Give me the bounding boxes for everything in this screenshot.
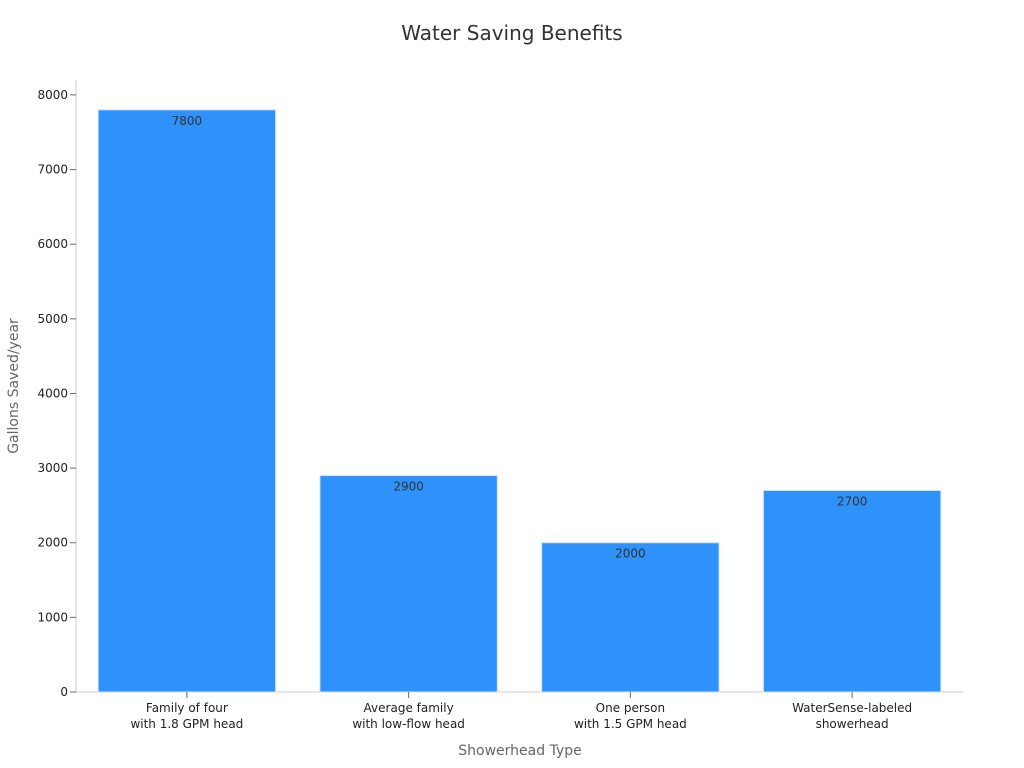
value-labels: 7800 2900 2000 2700 [172, 114, 868, 561]
y-axis-ticks: 0 1000 2000 3000 4000 5000 6000 7000 8000 [37, 88, 76, 699]
bar-value-label: 2900 [393, 480, 424, 494]
bar-value-label: 2000 [615, 547, 646, 561]
bar [541, 542, 720, 693]
y-tick-label: 8000 [37, 88, 68, 102]
x-tick-label: Family of four with 1.8 GPM head [130, 701, 243, 731]
bar [319, 475, 498, 693]
y-tick-label: 5000 [37, 312, 68, 326]
bar-value-label: 7800 [172, 114, 203, 128]
y-tick-label: 1000 [37, 610, 68, 624]
chart-title: Water Saving Benefits [401, 21, 622, 45]
y-axis-label: Gallons Saved/year [6, 318, 22, 454]
x-axis-ticks: Family of four with 1.8 GPM head Average f… [130, 692, 912, 731]
bar [762, 489, 942, 693]
x-tick-label: One person with 1.5 GPM head [574, 701, 687, 731]
y-tick-label: 4000 [37, 386, 68, 400]
y-tick-label: 2000 [37, 536, 68, 550]
bar [97, 109, 277, 693]
x-axis-label: Showerhead Type [458, 743, 581, 759]
x-tick-label: Average family with low-flow head [352, 701, 465, 731]
x-tick-label: WaterSense-labeled showerhead [792, 701, 912, 731]
y-tick-label: 7000 [37, 163, 68, 177]
y-tick-label: 6000 [37, 237, 68, 251]
y-tick-label: 3000 [37, 461, 68, 475]
y-tick-label: 0 [60, 685, 68, 699]
bar-value-label: 2700 [837, 494, 868, 508]
bars [97, 109, 942, 693]
